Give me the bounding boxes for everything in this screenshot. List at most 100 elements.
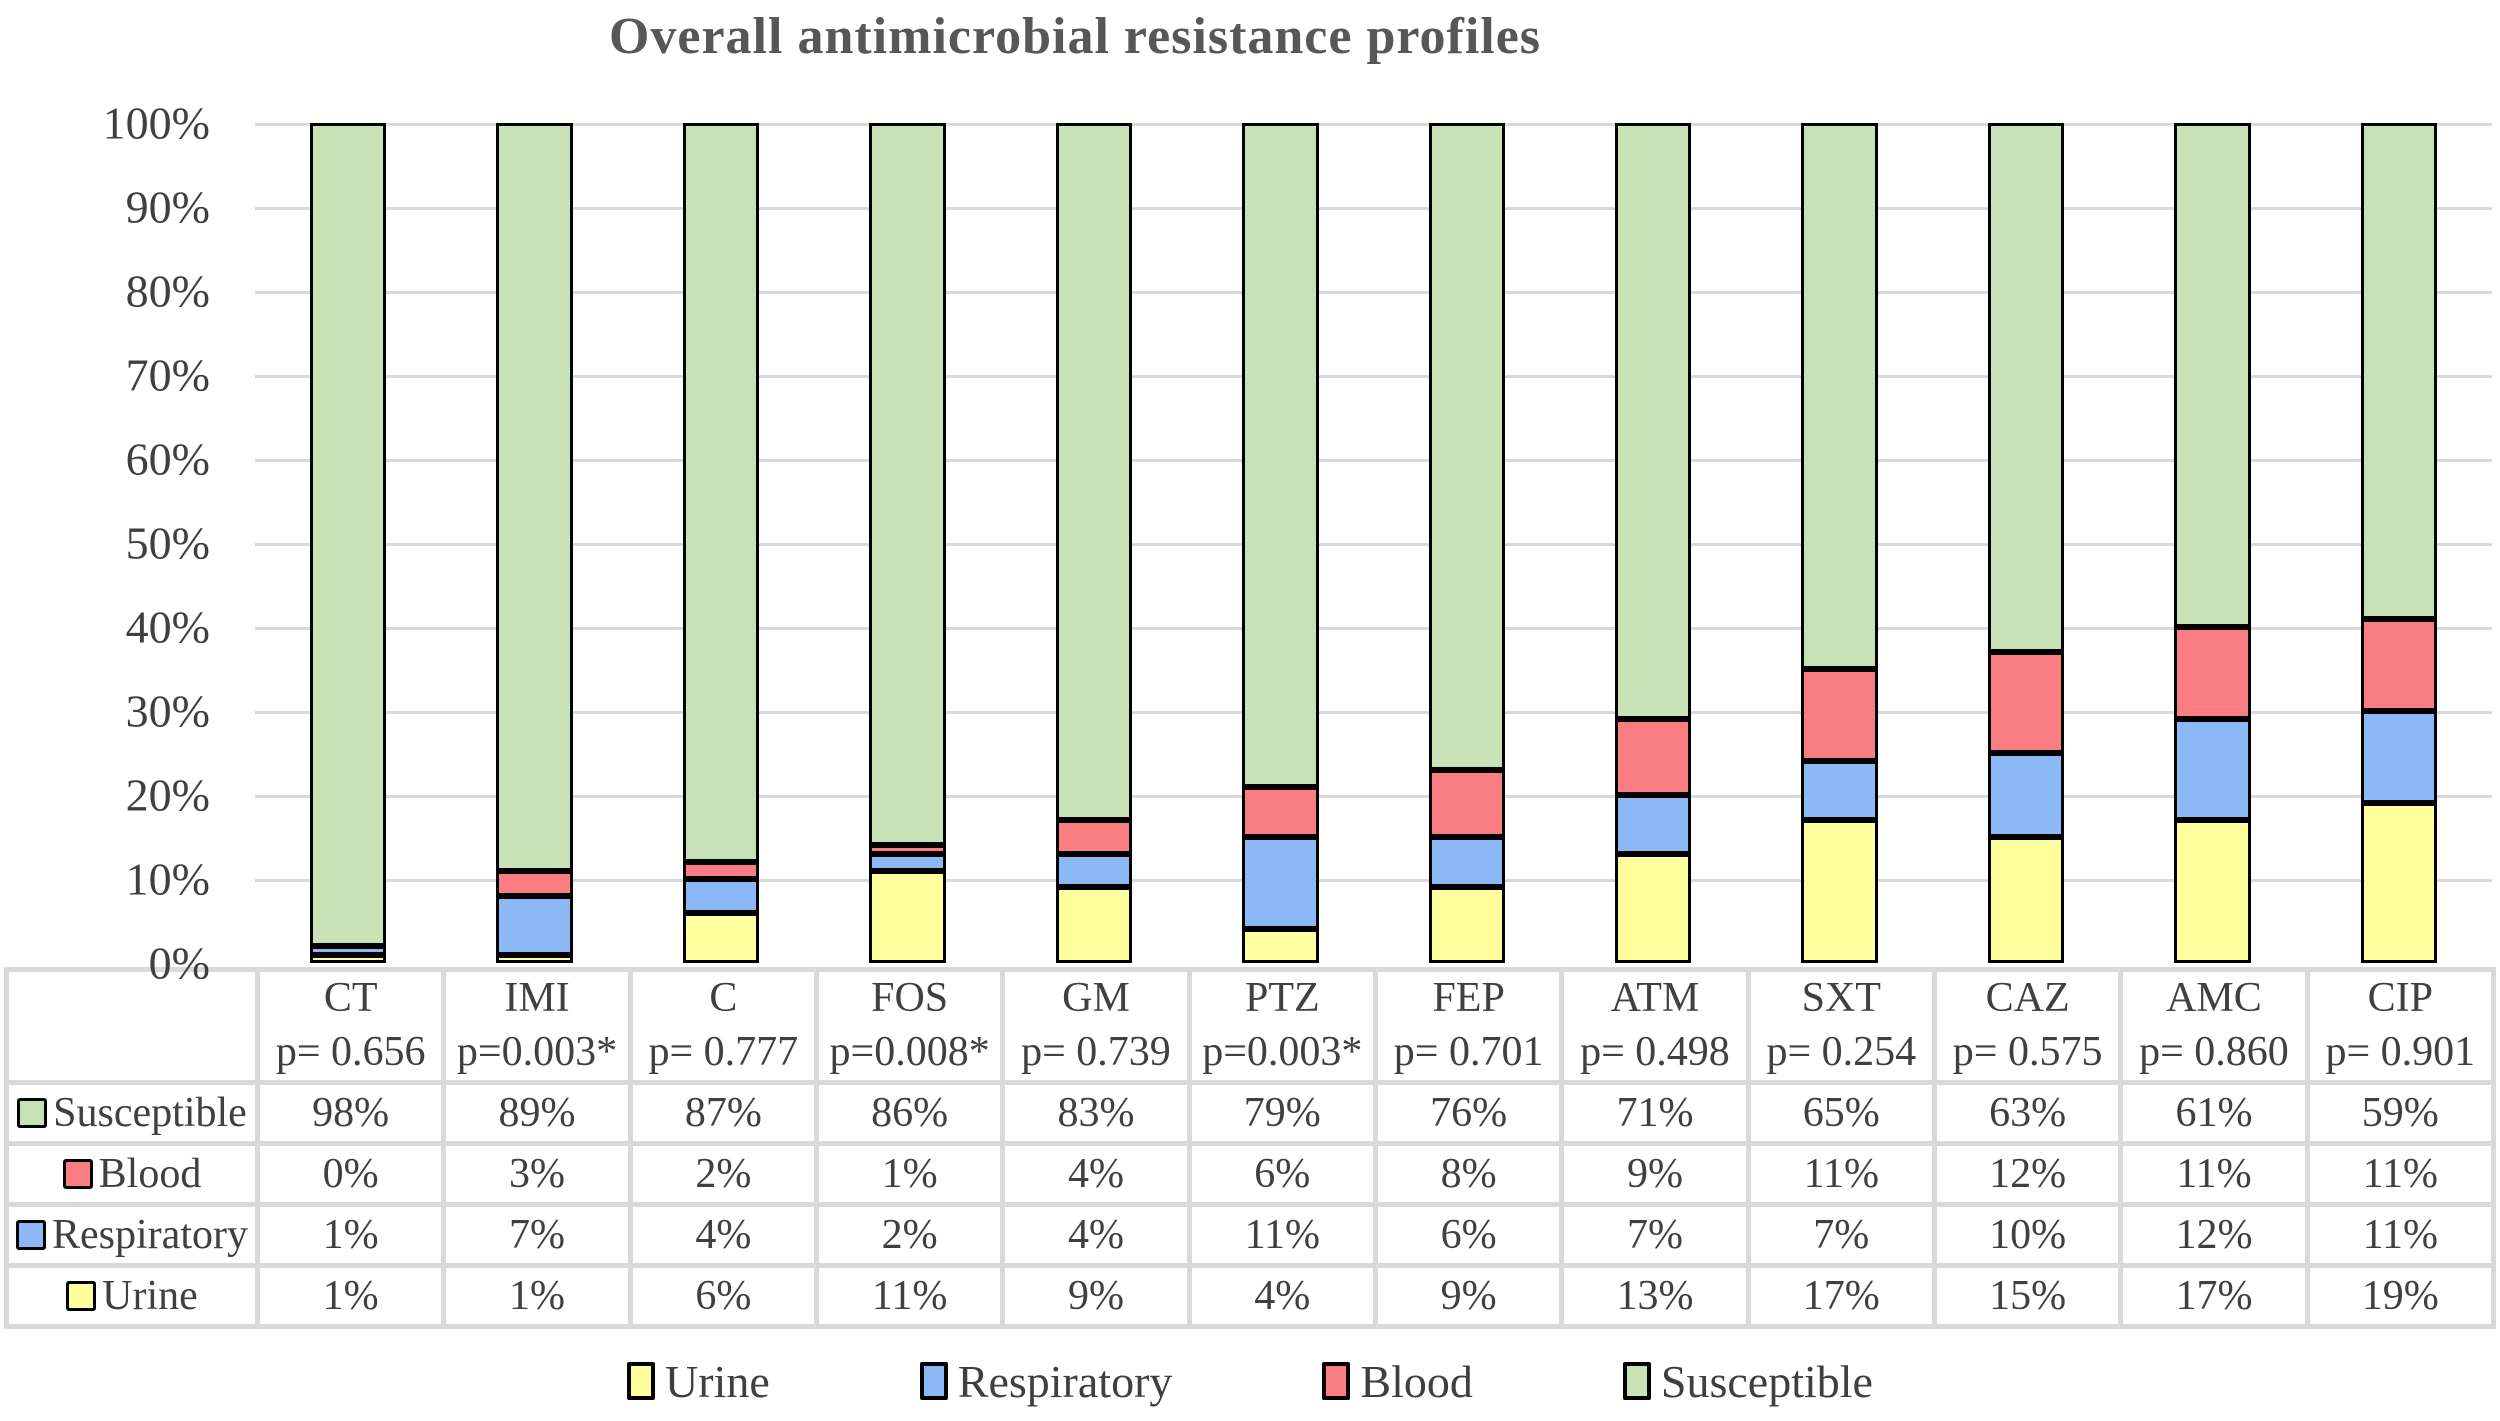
category-label: CT — [323, 975, 378, 1021]
category-label: IMI — [504, 975, 570, 1021]
susceptible-legend-swatch-icon — [1622, 1362, 1651, 1400]
category-p-value: p= 0.739 — [1021, 1028, 1171, 1075]
gridline — [255, 123, 2492, 126]
row-label-susceptible: Susceptible — [4, 1079, 260, 1146]
row-label-text: Susceptible — [53, 1089, 247, 1136]
gridline — [255, 795, 2492, 798]
y-axis-tick-label: 60% — [125, 433, 210, 485]
gridline — [255, 207, 2492, 210]
bar-segment-respiratory — [1614, 795, 1692, 854]
value-cell: 11% — [813, 1262, 1006, 1329]
bar-segment-susceptible — [1055, 123, 1133, 821]
value-cell: 89% — [441, 1079, 633, 1146]
bar-segment-blood — [1428, 769, 1505, 838]
gridline — [255, 879, 2492, 882]
category-p-value: p= 0.777 — [648, 1028, 799, 1075]
category-p-value: p= 0.498 — [1580, 1028, 1730, 1075]
value-cell: 59% — [2304, 1079, 2497, 1146]
value-cell: 9% — [1000, 1262, 1192, 1329]
bar-segment-susceptible — [682, 123, 760, 863]
chart-title: Overall antimicrobial resistance profile… — [608, 8, 1542, 65]
value-cell: 7% — [441, 1201, 633, 1268]
bar-column-amc — [2119, 123, 2305, 963]
category-header-cell: FOS p=0.008* — [813, 967, 1006, 1085]
category-label: FEP — [1432, 975, 1505, 1021]
value-cell: 65% — [1745, 1079, 1937, 1146]
bar-segment-susceptible — [869, 123, 946, 846]
category-header-cell: IMI p=0.003* — [441, 967, 633, 1085]
stacked-bar-caz — [1987, 123, 2065, 963]
value-cell: 17% — [1745, 1262, 1937, 1329]
value-cell: 6% — [1186, 1140, 1378, 1207]
row-label-blood: Blood — [4, 1140, 260, 1207]
bar-column-caz — [1933, 123, 2119, 963]
bar-segment-blood — [1987, 652, 2065, 753]
urine-legend-swatch-icon — [627, 1362, 656, 1400]
bar-segment-blood — [869, 845, 946, 854]
value-cell: 11% — [1745, 1140, 1937, 1207]
bar-segment-respiratory — [1242, 837, 1319, 930]
value-cell: 4% — [1000, 1201, 1192, 1268]
value-cell: 11% — [2304, 1140, 2497, 1207]
bar-segment-susceptible — [2360, 123, 2438, 619]
y-axis-tick-label: 30% — [125, 685, 210, 737]
respiratory-legend-swatch-icon — [919, 1362, 948, 1400]
y-axis-tick-label: 100% — [102, 97, 210, 149]
y-axis-tick-label: 0% — [148, 937, 210, 989]
category-label: CAZ — [1985, 975, 2070, 1021]
bar-segment-urine — [1055, 887, 1133, 963]
stacked-bar-ct — [309, 123, 387, 963]
bar-segment-respiratory — [1428, 837, 1505, 888]
value-cell: 9% — [1559, 1140, 1751, 1207]
gridline — [255, 543, 2492, 546]
bar-segment-susceptible — [496, 123, 573, 871]
value-cell: 13% — [1559, 1262, 1751, 1329]
category-header-cell: CIP p= 0.901 — [2304, 967, 2497, 1085]
stacked-bar-sxt — [1801, 123, 1878, 963]
legend-item-urine: Urine — [627, 1355, 770, 1408]
value-cell: 1% — [441, 1262, 633, 1329]
bar-column-cip — [2306, 123, 2492, 963]
category-label: FOS — [871, 975, 949, 1021]
bar-segment-blood — [1801, 669, 1878, 762]
y-axis-tick-label: 90% — [125, 181, 210, 233]
stacked-bar-atm — [1614, 123, 1692, 963]
table-corner-cell — [4, 967, 260, 1085]
bar-segment-urine — [1987, 837, 2065, 963]
plot-area — [255, 123, 2492, 963]
y-axis-tick-label: 80% — [125, 265, 210, 317]
bar-segment-respiratory — [309, 946, 387, 955]
legend-label: Blood — [1360, 1355, 1473, 1407]
bar-column-ptz — [1187, 123, 1373, 963]
category-p-value: p=0.008* — [829, 1028, 990, 1075]
table-row-blood: Blood 0% 3% 2% 1% 4% 6% 8% 9% 11% 12% 11% 11% — [4, 1140, 2497, 1207]
bar-column-gm — [1001, 123, 1187, 963]
bar-segment-susceptible — [1614, 123, 1692, 720]
y-axis-tick-label: 40% — [125, 601, 210, 653]
value-cell: 71% — [1559, 1079, 1751, 1146]
category-label: AMC — [2166, 975, 2262, 1021]
bar-segment-respiratory — [496, 895, 573, 955]
bar-segment-susceptible — [1987, 123, 2065, 653]
y-axis-tick-label: 50% — [125, 517, 210, 569]
bar-segment-susceptible — [1242, 123, 1319, 787]
bar-segment-susceptible — [2174, 123, 2251, 628]
table-row-susceptible: Susceptible 98% 89% 87% 86% 83% 79% 76% 71% 65% 63… — [4, 1079, 2497, 1146]
legend-item-blood: Blood — [1322, 1355, 1473, 1408]
stacked-bar-gm — [1055, 123, 1133, 963]
category-header-cell: ATM p= 0.498 — [1559, 967, 1751, 1085]
bar-column-fos — [814, 123, 1000, 963]
blood-legend-swatch-icon — [1322, 1362, 1351, 1400]
bar-segment-respiratory — [2360, 711, 2438, 804]
category-label: C — [709, 975, 738, 1021]
value-cell: 1% — [813, 1140, 1006, 1207]
urine-swatch-icon — [66, 1280, 97, 1311]
category-p-value: p= 0.254 — [1766, 1028, 1917, 1075]
value-cell: 0% — [254, 1140, 447, 1207]
value-cell: 7% — [1559, 1201, 1751, 1268]
bar-segment-urine — [496, 954, 573, 963]
value-cell: 12% — [1931, 1140, 2124, 1207]
value-cell: 7% — [1745, 1201, 1937, 1268]
category-label: CIP — [2367, 975, 2433, 1021]
value-cell: 11% — [2118, 1140, 2310, 1207]
